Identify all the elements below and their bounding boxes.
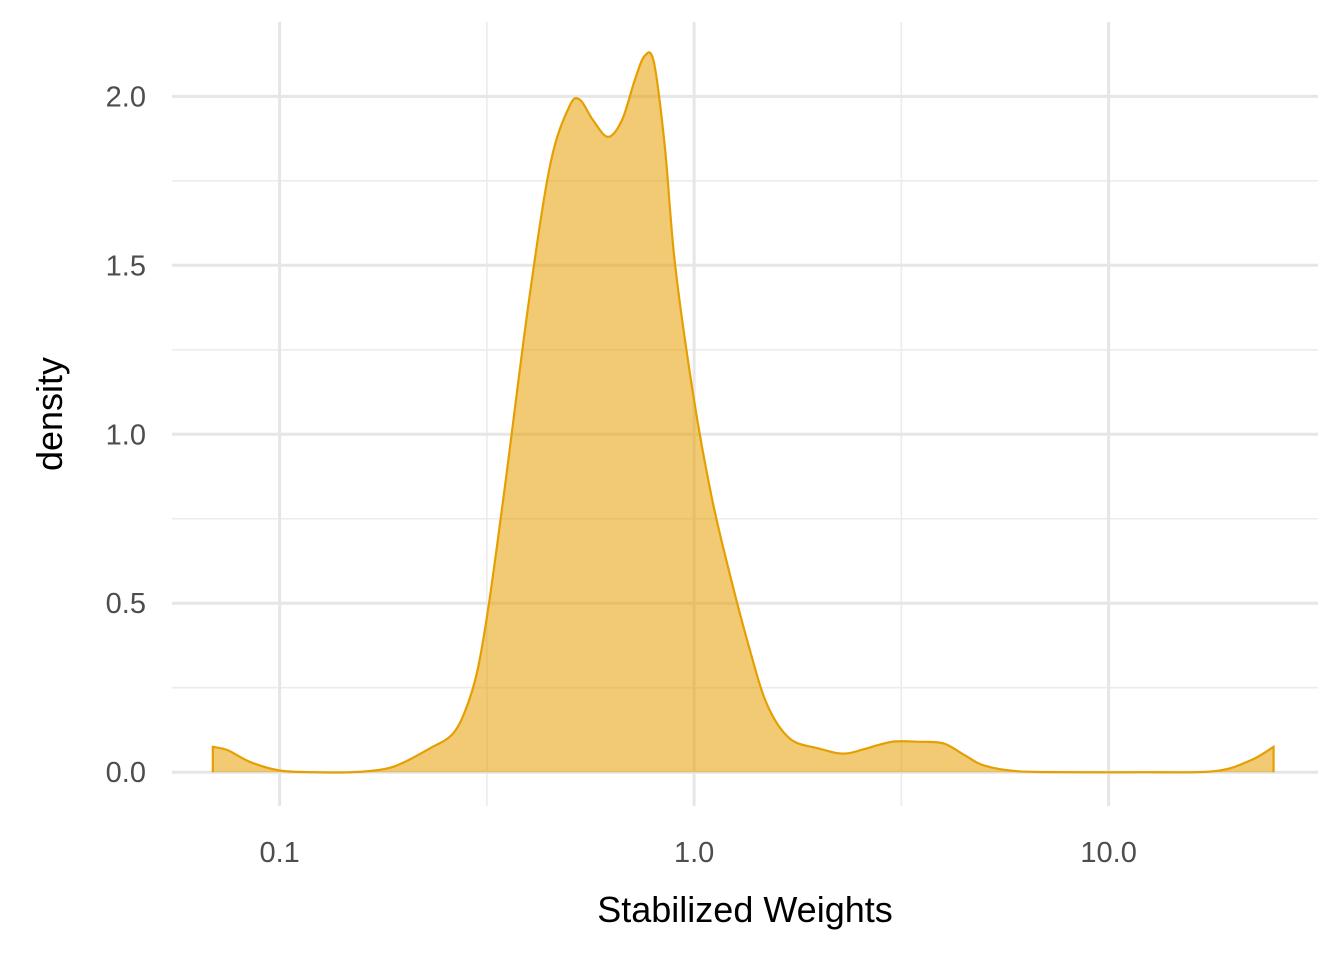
y-tick-label: 0.0: [106, 757, 146, 789]
density-line: [211, 51, 1275, 774]
density-area: [212, 52, 1274, 773]
x-axis-title: Stabilized Weights: [597, 889, 893, 930]
x-tick-label: 1.0: [674, 837, 714, 869]
x-tick-label: 10.0: [1080, 837, 1136, 869]
density-series: [211, 51, 1275, 774]
y-tick-label: 1.0: [106, 419, 146, 451]
y-axis-title: density: [29, 357, 70, 471]
x-tick-label: 0.1: [259, 837, 299, 869]
y-axis-ticks: 0.0 0.5 1.0 1.5 2.0: [106, 81, 146, 789]
y-tick-label: 2.0: [106, 81, 146, 113]
y-tick-label: 1.5: [106, 250, 146, 282]
x-axis-ticks: 0.1 1.0 10.0: [259, 837, 1136, 869]
y-tick-label: 0.5: [106, 588, 146, 620]
